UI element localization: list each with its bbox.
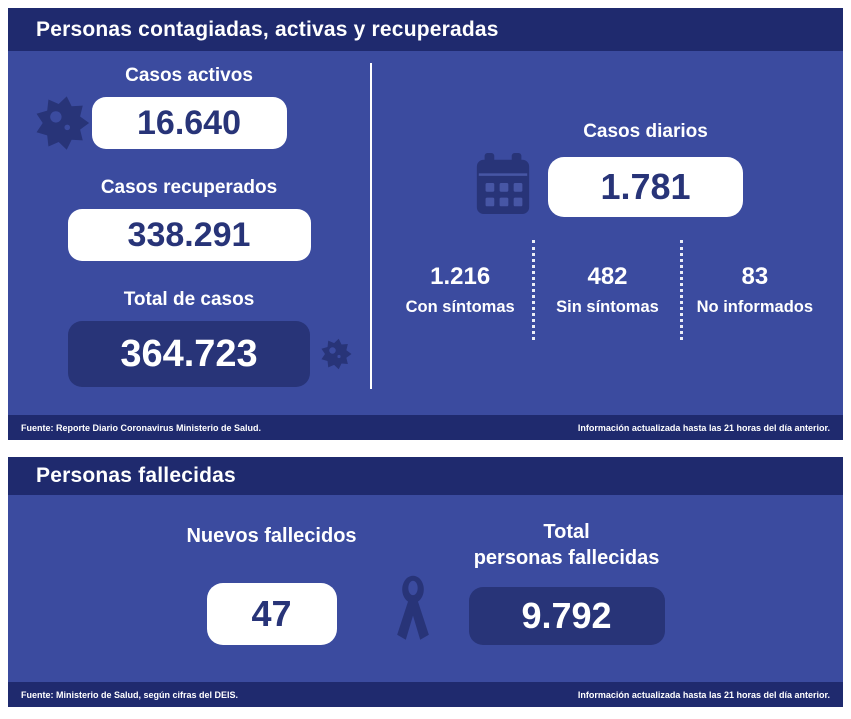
- cases-panel-footer: Fuente: Reporte Diario Coronavirus Minis…: [8, 415, 843, 440]
- recovered-cases-label: Casos recuperados: [100, 177, 278, 198]
- deaths-panel-footer: Fuente: Ministerio de Salud, según cifra…: [8, 682, 843, 707]
- deaths-panel-title: Personas fallecidas: [36, 464, 236, 487]
- new-deaths-label: Nuevos fallecidos: [186, 525, 357, 547]
- deaths-panel-header: Personas fallecidas: [8, 457, 843, 495]
- total-deaths-stat: Total personas fallecidas 9.792: [468, 519, 665, 645]
- awareness-ribbon-icon: [391, 575, 435, 647]
- total-deaths-label-line1: Total: [543, 521, 590, 543]
- without-symptoms-label: Sin síntomas: [556, 298, 659, 316]
- source-text: Fuente: Ministerio de Salud, según cifra…: [21, 689, 239, 700]
- update-note-text: Información actualizada hasta las 21 hor…: [577, 689, 830, 700]
- total-deaths-label: Total personas fallecidas: [474, 519, 660, 571]
- deaths-panel-body: Nuevos fallecidos 47 Total personas fall…: [8, 495, 843, 682]
- update-note-text: Información actualizada hasta las 21 hor…: [577, 422, 830, 433]
- recovered-cases-value: 338.291: [67, 209, 311, 261]
- cases-panel: Personas contagiadas, activas y recupera…: [8, 8, 843, 440]
- active-cases-label: Casos activos: [125, 65, 253, 86]
- total-deaths-label-line2: personas fallecidas: [473, 547, 660, 569]
- total-cases-stat: Total de casos 364.723: [8, 287, 370, 387]
- not-reported-value: 83: [741, 263, 769, 290]
- daily-breakdown: 1.216 Con síntomas 482 Sin síntomas 83 N…: [372, 240, 843, 340]
- daily-cases-label: Casos diarios: [583, 121, 708, 142]
- dotted-divider: [679, 240, 683, 340]
- total-cases-label: Total de casos: [123, 289, 255, 310]
- cases-panel-body: Casos activos 16.640 Casos recuperados: [8, 51, 843, 415]
- with-symptoms-stat: 1.216 Con síntomas: [388, 262, 532, 318]
- new-deaths-value: 47: [206, 583, 337, 645]
- total-deaths-value: 9.792: [468, 587, 665, 645]
- not-reported-label: No informados: [696, 298, 814, 316]
- cases-panel-title: Personas contagiadas, activas y recupera…: [36, 17, 499, 41]
- deaths-panel: Personas fallecidas Nuevos fallecidos 47…: [8, 457, 843, 707]
- without-symptoms-value: 482: [587, 263, 628, 290]
- dotted-divider: [532, 240, 536, 340]
- total-cases-value: 364.723: [68, 321, 310, 387]
- calendar-icon: [472, 151, 534, 222]
- with-symptoms-label: Con síntomas: [405, 298, 515, 316]
- daily-cases-value: 1.781: [548, 156, 743, 217]
- virus-icon: [34, 95, 90, 156]
- new-deaths-stat: Nuevos fallecidos 47: [186, 523, 357, 645]
- active-cases-value: 16.640: [91, 97, 287, 149]
- vertical-divider: [370, 63, 372, 389]
- source-text: Fuente: Reporte Diario Coronavirus Minis…: [21, 422, 262, 433]
- cumulative-stats-column: Casos activos 16.640 Casos recuperados: [8, 51, 370, 415]
- recovered-cases-stat: Casos recuperados 338.291: [8, 175, 370, 261]
- virus-icon: [320, 338, 352, 375]
- without-symptoms-stat: 482 Sin síntomas: [535, 262, 679, 318]
- daily-stats-column: Casos diarios: [372, 51, 843, 415]
- cases-panel-header: Personas contagiadas, activas y recupera…: [8, 8, 843, 51]
- not-reported-stat: 83 No informados: [683, 262, 827, 318]
- daily-cases-stat: Casos diarios: [372, 119, 843, 222]
- active-cases-stat: Casos activos 16.640: [8, 63, 370, 150]
- with-symptoms-value: 1.216: [430, 263, 491, 290]
